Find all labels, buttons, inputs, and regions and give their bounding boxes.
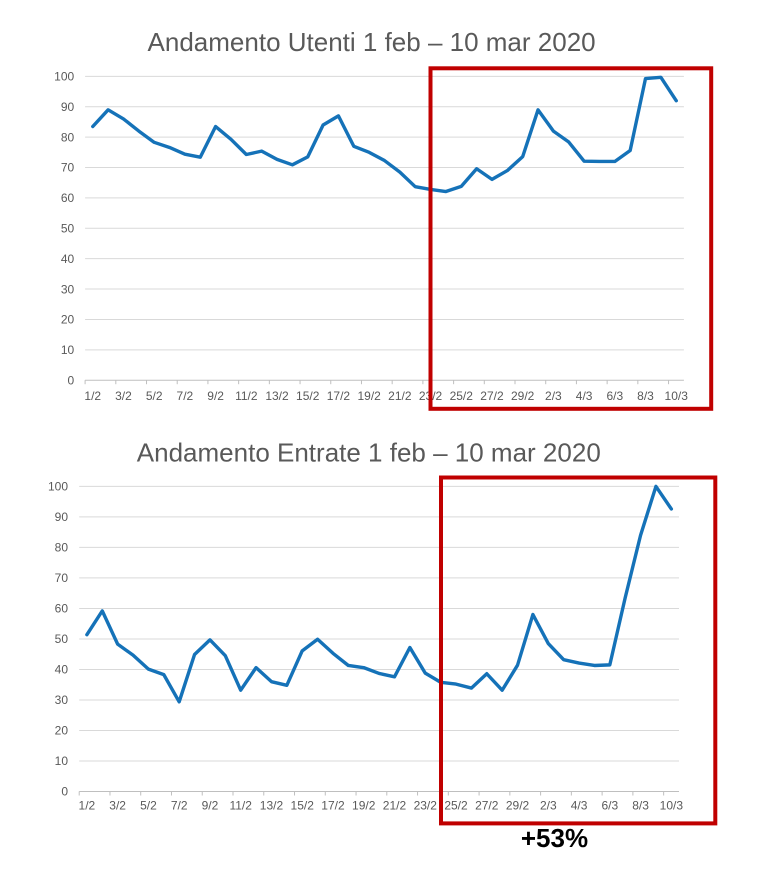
svg-text:50: 50 [55,632,69,646]
svg-text:40: 40 [61,252,75,266]
svg-text:100: 100 [54,70,74,84]
svg-text:0: 0 [61,785,68,799]
svg-text:6/3: 6/3 [606,389,623,403]
svg-text:80: 80 [55,541,69,555]
svg-text:1/2: 1/2 [79,798,96,812]
svg-text:4/3: 4/3 [576,389,593,403]
svg-text:29/2: 29/2 [511,389,535,403]
svg-text:90: 90 [61,100,75,114]
svg-text:3/2: 3/2 [115,389,132,403]
svg-text:60: 60 [61,191,75,205]
svg-text:60: 60 [55,602,69,616]
svg-text:17/2: 17/2 [321,798,345,812]
svg-text:21/2: 21/2 [383,798,407,812]
svg-text:2/3: 2/3 [540,798,557,812]
svg-text:10/3: 10/3 [660,798,684,812]
svg-text:8/3: 8/3 [632,798,649,812]
svg-text:3/2: 3/2 [109,798,126,812]
svg-text:Andamento Utenti 1 feb – 10 ma: Andamento Utenti 1 feb – 10 mar 2020 [148,27,596,57]
svg-text:27/2: 27/2 [480,389,504,403]
svg-text:4/3: 4/3 [571,798,588,812]
svg-text:7/2: 7/2 [177,389,194,403]
svg-text:15/2: 15/2 [291,798,315,812]
svg-text:5/2: 5/2 [140,798,157,812]
svg-text:70: 70 [55,571,69,585]
svg-text:13/2: 13/2 [260,798,284,812]
svg-text:10: 10 [61,343,75,357]
svg-text:8/3: 8/3 [637,389,654,403]
svg-text:11/2: 11/2 [235,389,258,403]
svg-text:70: 70 [61,161,75,175]
svg-text:100: 100 [48,480,68,494]
svg-text:0: 0 [68,373,75,387]
svg-text:9/2: 9/2 [207,389,224,403]
svg-text:13/2: 13/2 [265,389,289,403]
svg-text:50: 50 [61,222,75,236]
svg-text:80: 80 [61,130,75,144]
svg-text:19/2: 19/2 [352,798,376,812]
svg-text:90: 90 [55,510,69,524]
svg-text:2/3: 2/3 [545,389,562,403]
svg-text:10/3: 10/3 [665,389,689,403]
svg-text:7/2: 7/2 [171,798,188,812]
svg-text:21/2: 21/2 [388,389,412,403]
svg-text:29/2: 29/2 [506,798,530,812]
svg-text:15/2: 15/2 [296,389,320,403]
svg-text:Andamento Entrate 1 feb – 10 m: Andamento Entrate 1 feb – 10 mar 2020 [137,438,601,468]
svg-text:40: 40 [55,663,69,677]
svg-text:30: 30 [55,693,69,707]
svg-text:5/2: 5/2 [146,389,163,403]
svg-text:9/2: 9/2 [202,798,219,812]
svg-text:30: 30 [61,282,75,296]
svg-text:20: 20 [61,313,75,327]
svg-text:1/2: 1/2 [84,389,101,403]
svg-text:27/2: 27/2 [475,798,499,812]
svg-text:25/2: 25/2 [450,389,474,403]
svg-text:20: 20 [55,724,69,738]
svg-text:10: 10 [55,754,69,768]
svg-text:11/2: 11/2 [229,798,252,812]
svg-text:19/2: 19/2 [357,389,381,403]
svg-text:17/2: 17/2 [327,389,351,403]
svg-text:25/2: 25/2 [444,798,468,812]
svg-text:23/2: 23/2 [414,798,438,812]
svg-text:6/3: 6/3 [601,798,618,812]
